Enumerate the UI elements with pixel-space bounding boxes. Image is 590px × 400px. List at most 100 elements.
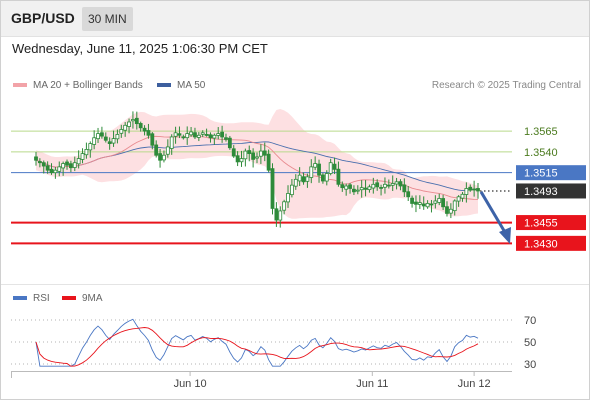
candle-body: [111, 138, 116, 144]
candle-body: [49, 168, 54, 174]
candle-body: [456, 196, 461, 202]
candle-body: [72, 162, 77, 168]
candle-body: [239, 158, 244, 163]
candle-body: [305, 176, 310, 182]
candle-body: [332, 163, 337, 170]
candle-body: [158, 153, 162, 161]
candle-body: [301, 176, 306, 183]
candle-body: [216, 133, 221, 136]
candle-body: [464, 188, 469, 195]
candle-body: [185, 133, 190, 139]
candle-body: [80, 153, 85, 160]
rsi-line: [35, 318, 479, 367]
candle-body: [460, 193, 465, 199]
candle-body: [336, 168, 341, 185]
ma9-legend-label: 9MA: [82, 293, 103, 304]
candle-body: [212, 134, 217, 139]
candle-body: [247, 150, 252, 154]
candle-body: [367, 186, 372, 191]
candle-body: [270, 168, 275, 209]
candle-body: [313, 163, 318, 168]
candle-body: [262, 150, 267, 156]
candle-body: [425, 203, 430, 208]
candle-body: [255, 156, 259, 159]
candle-body: [227, 137, 232, 149]
candle-body: [282, 201, 287, 211]
candle-body: [100, 132, 104, 137]
candle-body: [324, 173, 329, 182]
candle-body: [154, 144, 159, 156]
candle-body: [204, 134, 209, 136]
candle-body: [169, 136, 174, 149]
candle-body: [317, 163, 321, 176]
candle-body: [406, 191, 411, 198]
candle-body: [340, 184, 345, 189]
candle-body: [177, 133, 182, 136]
price-level-label-text: 1.3493: [524, 186, 558, 198]
price-level-label-1-3455: 1.3455: [516, 215, 586, 231]
candle-body: [359, 187, 364, 191]
candle-body: [352, 188, 356, 193]
price-level-label-1-3565: 1.3565: [524, 126, 558, 138]
candle-body: [390, 183, 395, 186]
candle-body: [258, 150, 263, 157]
price-level-label-text: 1.3540: [524, 147, 558, 159]
candle-body: [150, 133, 155, 146]
candle-body: [142, 127, 147, 132]
projection-arrow-head: [499, 227, 511, 245]
candle-body: [476, 188, 480, 192]
candle-body: [57, 166, 62, 172]
candle-body: [348, 184, 352, 189]
candle-body: [468, 186, 473, 191]
rsi-legend-label: RSI: [33, 293, 50, 304]
candle-body: [309, 166, 314, 178]
price-level-label-1-3430: 1.3430: [516, 235, 586, 251]
candle-body: [53, 169, 58, 174]
candle-body: [278, 210, 283, 221]
candle: [227, 135, 232, 150]
price-level-label-text: 1.3430: [524, 238, 558, 250]
candle-body: [371, 183, 376, 189]
legend-rsi: RSI: [13, 293, 50, 304]
candle-body: [363, 187, 368, 190]
candle-body: [289, 184, 294, 196]
projection-arrow-shaft: [479, 191, 508, 235]
candle-body: [68, 163, 73, 169]
candle-body: [119, 129, 124, 134]
candle-body: [45, 165, 50, 171]
ma50-legend-label: MA 50: [177, 80, 206, 91]
candle-body: [123, 124, 128, 131]
candle-body: [379, 187, 383, 189]
ma50-swatch: [157, 83, 171, 88]
price-level-label-text: 1.3455: [524, 218, 558, 230]
candle-body: [134, 117, 139, 125]
candle-body: [383, 183, 387, 188]
candle-body: [92, 137, 97, 145]
legend-ma9: 9MA: [62, 293, 103, 304]
candle-body: [107, 141, 112, 144]
price-level-label-1-3515: 1.3515: [516, 165, 586, 181]
legend-ma20: MA 20 + Bollinger Bands: [13, 80, 143, 91]
time-tick-label: Jun 12: [458, 378, 491, 390]
candle-body: [220, 131, 225, 138]
candle-body: [429, 203, 434, 206]
candle-body: [297, 174, 302, 182]
candle-body: [375, 182, 380, 188]
candle-body: [355, 189, 360, 192]
candle-body: [88, 143, 93, 151]
candle-body: [181, 136, 186, 139]
candle-body: [131, 119, 135, 122]
candle-body: [472, 188, 477, 191]
ma20-legend-label: MA 20 + Bollinger Bands: [33, 80, 143, 91]
candle-body: [196, 134, 201, 138]
candle-body: [173, 132, 178, 137]
candle-body: [37, 161, 42, 164]
candle-body: [417, 202, 422, 205]
candle-body: [445, 206, 449, 214]
candle-body: [274, 208, 279, 221]
candle-body: [441, 198, 446, 208]
candle-body: [189, 131, 193, 136]
candle-body: [193, 132, 197, 138]
candle-body: [448, 208, 453, 214]
